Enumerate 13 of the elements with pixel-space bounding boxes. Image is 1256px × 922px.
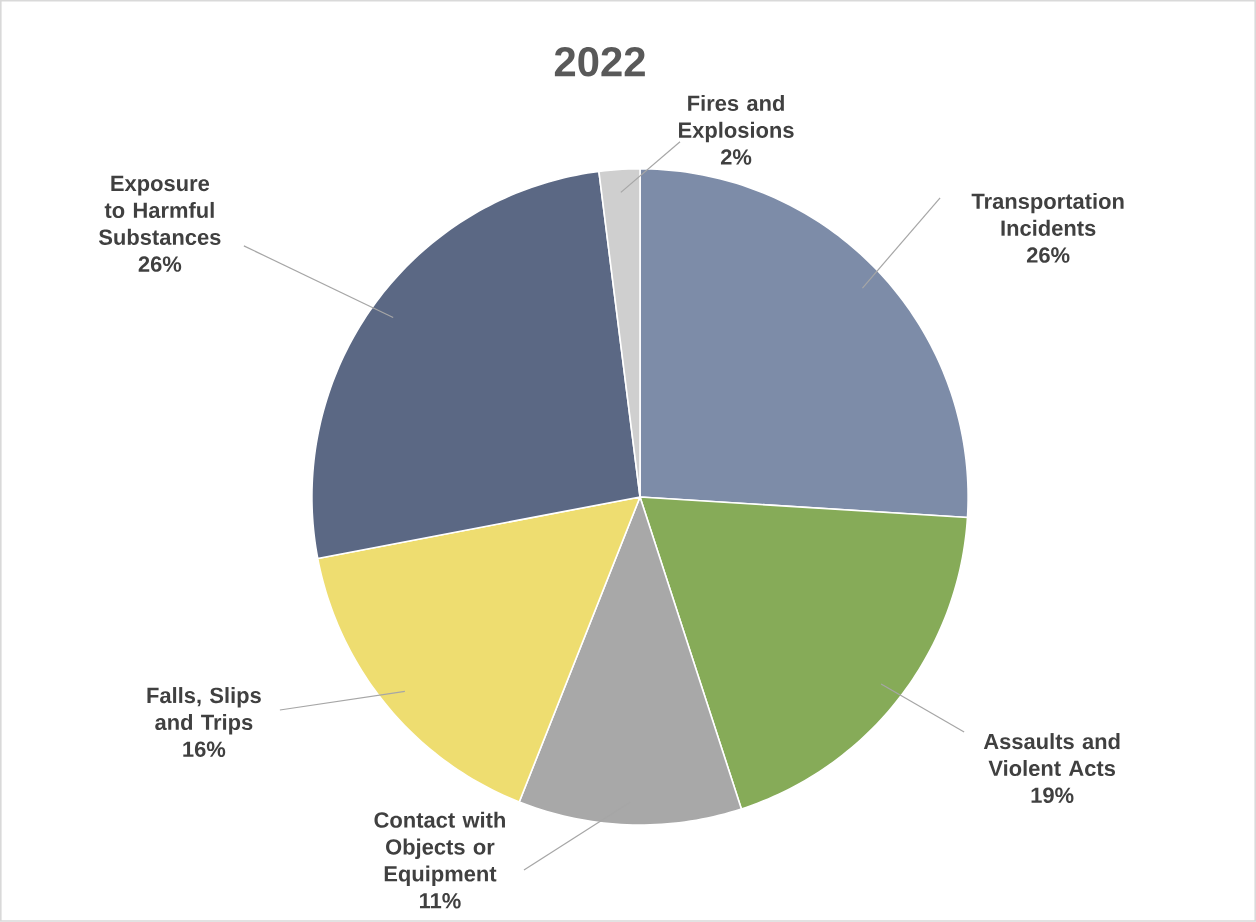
data-label: 16%	[183, 741, 226, 758]
chart-title: 2022	[554, 47, 645, 77]
data-label: 19%	[1031, 787, 1074, 804]
data-label: 26%	[138, 256, 182, 272]
slice-label: Falls, Slips and Trips	[147, 687, 261, 735]
slice-label: Exposure to Harmful Substances	[98, 175, 221, 246]
slice-label: Fires and Explosions	[679, 94, 794, 143]
data-label: 2%	[720, 149, 752, 165]
slice-label: Contact with Objects or Equipment	[374, 811, 505, 886]
data-label: 11%	[419, 893, 461, 909]
data-label: 26%	[1026, 247, 1070, 263]
slice-label: Assaults and Violent Acts	[983, 733, 1120, 777]
slice-label: Transportation Incidents	[971, 192, 1124, 236]
